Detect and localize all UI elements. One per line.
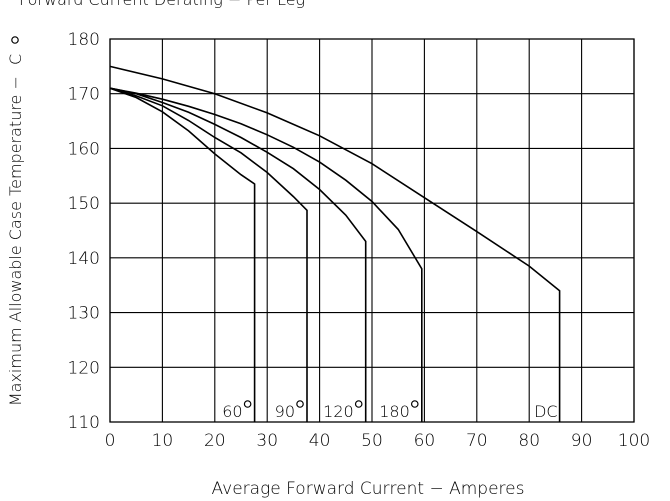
series-line-180 xyxy=(109,87,423,422)
y-axis-title-text: Maximum Allowable Case Temperature − xyxy=(6,71,25,406)
y-tick-label-0: 110 xyxy=(68,413,100,433)
degree-mark-icon-60 xyxy=(243,400,252,408)
y-tick-label-6: 170 xyxy=(68,85,100,105)
series-line-90 xyxy=(109,87,308,422)
x-tick-label-1: 10 xyxy=(152,431,174,451)
degree-symbol-icon xyxy=(11,36,19,44)
x-tick-label-3: 30 xyxy=(256,431,278,451)
y-tick-label-5: 160 xyxy=(68,139,100,159)
x-tick-label-7: 70 xyxy=(466,431,488,451)
y-tick-label-7: 180 xyxy=(68,30,100,50)
y-tick-label-3: 140 xyxy=(68,249,100,269)
plot-frame xyxy=(109,38,635,423)
x-tick-label-2: 20 xyxy=(204,431,226,451)
series-line-60 xyxy=(109,87,256,422)
degree-mark-icon-120 xyxy=(354,400,363,408)
chart-grid xyxy=(109,38,635,423)
curve-label-180: 180 xyxy=(379,402,410,421)
y-tick-labels: 110 120 130 140 150 160 170 180 xyxy=(68,30,100,433)
x-tick-label-0: 0 xyxy=(105,431,116,451)
curve-label-60: 60 xyxy=(222,402,242,421)
y-tick-label-4: 150 xyxy=(68,194,100,214)
svg-text:Maximum Allowable Case Tempera: Maximum Allowable Case Temperature − C xyxy=(6,54,25,406)
y-axis-title: Maximum Allowable Case Temperature − C xyxy=(6,54,25,406)
x-tick-label-4: 40 xyxy=(309,431,331,451)
chart-curves xyxy=(109,65,561,422)
series-line-dc xyxy=(109,65,561,422)
y-tick-label-2: 130 xyxy=(68,304,100,324)
x-axis-title: Average Forward Current − Amperes xyxy=(212,479,525,499)
x-tick-label-5: 50 xyxy=(361,431,383,451)
series-line-120 xyxy=(109,87,367,422)
y-axis-title-unit: C xyxy=(6,54,25,65)
y-tick-label-1: 120 xyxy=(68,358,100,378)
degree-mark-icon-180 xyxy=(410,400,419,408)
chart-title: Forward Current Derating − Per Leg xyxy=(19,0,305,9)
degree-mark-icon-90 xyxy=(296,400,304,408)
curve-label-90: 90 xyxy=(275,402,295,421)
curve-label-dc: DC xyxy=(534,402,558,421)
x-tick-label-10: 100 xyxy=(618,431,650,451)
curve-labels: 60 90 120 180 DC xyxy=(222,400,558,421)
curve-label-120: 120 xyxy=(323,402,354,421)
x-tick-label-8: 80 xyxy=(518,431,540,451)
x-tick-labels: 0 10 20 30 40 50 60 70 80 90 100 xyxy=(105,431,651,451)
x-tick-label-9: 90 xyxy=(571,431,593,451)
x-tick-label-6: 60 xyxy=(414,431,436,451)
